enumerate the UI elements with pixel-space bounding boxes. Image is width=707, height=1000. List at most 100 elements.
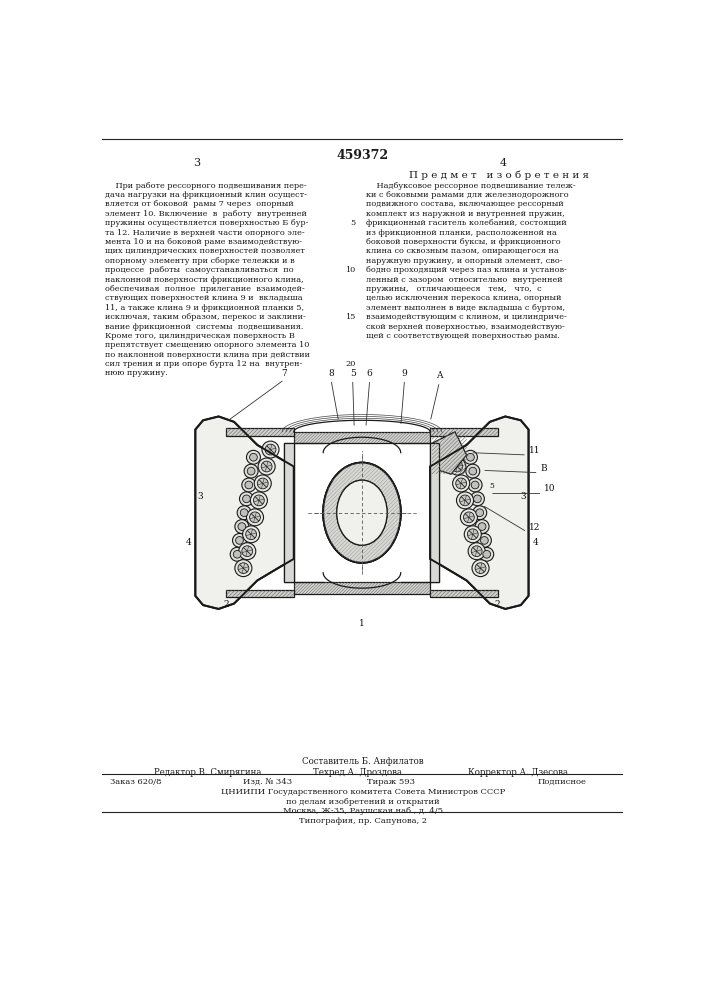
Text: по наклонной поверхности клина при действии: по наклонной поверхности клина при дейст… [105, 351, 310, 359]
Circle shape [235, 560, 252, 577]
Circle shape [476, 509, 484, 517]
Text: 7: 7 [281, 369, 287, 378]
Text: 15: 15 [346, 313, 356, 321]
Circle shape [233, 550, 241, 558]
Text: 3: 3 [197, 492, 203, 501]
Circle shape [265, 444, 276, 455]
Circle shape [452, 475, 469, 492]
Circle shape [481, 537, 489, 544]
Circle shape [239, 543, 256, 560]
Circle shape [475, 563, 486, 574]
Circle shape [247, 467, 255, 475]
FancyBboxPatch shape [293, 432, 430, 443]
Text: ЦНИИПИ Государственного комитета Совета Министров СССР: ЦНИИПИ Государственного комитета Совета … [221, 788, 505, 796]
Circle shape [464, 512, 474, 523]
Text: опорному элементу при сборке тележки и в: опорному элементу при сборке тележки и в [105, 257, 296, 265]
Circle shape [448, 444, 459, 455]
Text: Заказ 620/8: Заказ 620/8 [110, 778, 162, 786]
Text: A: A [436, 371, 443, 380]
Circle shape [466, 464, 480, 478]
Circle shape [238, 523, 246, 530]
Circle shape [240, 509, 248, 517]
Circle shape [230, 547, 244, 561]
Text: 3: 3 [193, 158, 201, 168]
Text: клина со сквозным пазом, опирающегося на: клина со сквозным пазом, опирающегося на [366, 247, 559, 255]
Polygon shape [284, 443, 293, 582]
Text: нюю пружину.: нюю пружину. [105, 369, 168, 377]
Ellipse shape [337, 480, 387, 545]
Text: целью исключения перекоса клина, опорный: целью исключения перекоса клина, опорный [366, 294, 561, 302]
Text: Корректор А. Дзесова: Корректор А. Дзесова [468, 768, 568, 777]
Text: бодно проходящий через паз клина и установ-: бодно проходящий через паз клина и устан… [366, 266, 567, 274]
Text: вляется от боковой  рамы 7 через  опорный: вляется от боковой рамы 7 через опорный [105, 200, 294, 208]
Text: 10: 10 [544, 484, 556, 493]
Circle shape [477, 533, 491, 547]
Text: Типография, пр. Сапунова, 2: Типография, пр. Сапунова, 2 [299, 817, 427, 825]
Circle shape [468, 543, 485, 560]
Text: 4: 4 [499, 158, 506, 168]
Circle shape [472, 560, 489, 577]
Text: взаимодействующим с клином, и цилиндриче-: взаимодействующим с клином, и цилиндриче… [366, 313, 566, 321]
Text: Кроме того, цилиндрическая поверхность В: Кроме того, цилиндрическая поверхность В [105, 332, 296, 340]
Text: Редактор В. Смирягина: Редактор В. Смирягина [154, 768, 262, 777]
Circle shape [460, 509, 477, 526]
Circle shape [247, 450, 260, 464]
Circle shape [457, 492, 474, 509]
Circle shape [467, 453, 474, 461]
Text: Составитель Б. Анфилатов: Составитель Б. Анфилатов [302, 757, 423, 766]
Circle shape [470, 492, 484, 506]
Text: из фрикционной планки, расположенной на: из фрикционной планки, расположенной на [366, 229, 556, 237]
Ellipse shape [337, 480, 387, 545]
Text: Изд. № 343: Изд. № 343 [243, 778, 293, 786]
Circle shape [262, 441, 279, 458]
Circle shape [257, 478, 268, 489]
Circle shape [243, 495, 250, 503]
Text: 5: 5 [351, 219, 356, 227]
Text: по делам изобретений и открытий: по делам изобретений и открытий [286, 798, 440, 806]
Ellipse shape [323, 463, 401, 563]
Text: 11, а также клина 9 и фрикционной планки 5,: 11, а также клина 9 и фрикционной планки… [105, 304, 305, 312]
Circle shape [258, 458, 275, 475]
Circle shape [468, 478, 482, 492]
Text: Подписное: Подписное [538, 778, 587, 786]
Text: 4: 4 [186, 538, 192, 547]
Polygon shape [226, 428, 293, 436]
Text: боковой поверхности буксы, и фрикционного: боковой поверхности буксы, и фрикционног… [366, 238, 561, 246]
Circle shape [250, 512, 260, 523]
Circle shape [246, 529, 257, 540]
Circle shape [449, 458, 466, 475]
Text: элемент выполнен в виде вкладыша с буртом,: элемент выполнен в виде вкладыша с бурто… [366, 304, 565, 312]
Text: П р е д м е т   и з о б р е т е н и я: П р е д м е т и з о б р е т е н и я [409, 170, 589, 180]
Text: 9: 9 [402, 369, 407, 378]
Circle shape [445, 441, 462, 458]
Text: обеспечивая  полное  прилегание  взаимодей-: обеспечивая полное прилегание взаимодей- [105, 285, 305, 293]
Text: пружины,   отличающееся   тем,   что,  с: пружины, отличающееся тем, что, с [366, 285, 542, 293]
Text: 20: 20 [346, 360, 356, 368]
Text: дача нагрузки на фрикционный клин осущест-: дача нагрузки на фрикционный клин осущес… [105, 191, 308, 199]
Text: исключая, таким образом, перекос и заклини-: исключая, таким образом, перекос и закли… [105, 313, 306, 321]
Circle shape [237, 506, 251, 520]
Text: ской верхней поверхностью, взаимодействую-: ской верхней поверхностью, взаимодейству… [366, 323, 565, 331]
Circle shape [235, 537, 243, 544]
Text: Тираж 593: Тираж 593 [368, 778, 416, 786]
Text: препятствует смещению опорного элемента 10: препятствует смещению опорного элемента … [105, 341, 310, 349]
Circle shape [242, 478, 256, 492]
Ellipse shape [323, 463, 401, 563]
Text: пружины осуществляется поверхностью Б бур-: пружины осуществляется поверхностью Б бу… [105, 219, 309, 227]
Text: комплект из наружной и внутренней пружин,: комплект из наружной и внутренней пружин… [366, 210, 565, 218]
Text: 3: 3 [521, 492, 527, 501]
Circle shape [255, 475, 271, 492]
Circle shape [473, 506, 486, 520]
FancyBboxPatch shape [293, 582, 430, 594]
Circle shape [464, 526, 481, 543]
Circle shape [242, 546, 252, 557]
Circle shape [244, 464, 258, 478]
Text: фрикционный гаситель колебаний, состоящий: фрикционный гаситель колебаний, состоящи… [366, 219, 566, 227]
Circle shape [235, 520, 249, 533]
FancyBboxPatch shape [430, 443, 440, 582]
Circle shape [250, 453, 257, 461]
Polygon shape [430, 443, 440, 582]
Text: 10: 10 [346, 266, 356, 274]
Circle shape [460, 495, 470, 506]
Text: ки с боковыми рамами для железнодорожного: ки с боковыми рамами для железнодорожног… [366, 191, 568, 199]
